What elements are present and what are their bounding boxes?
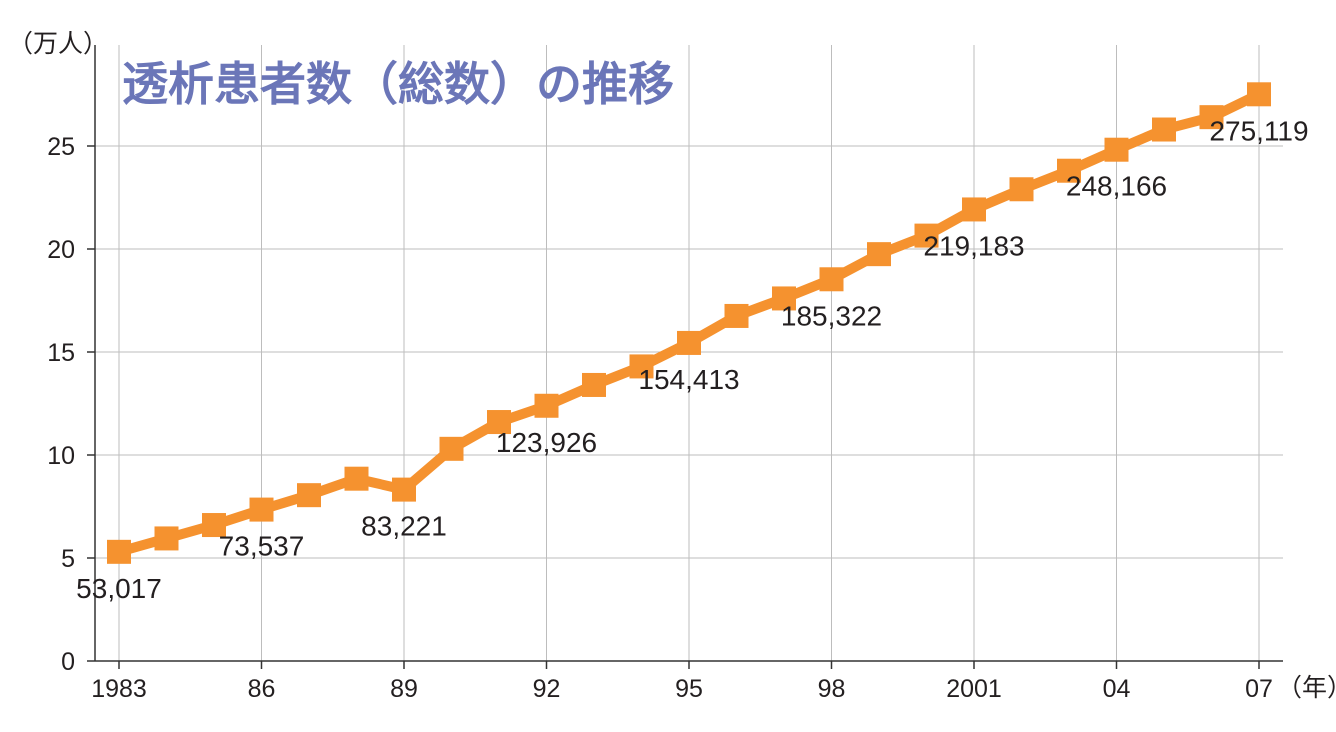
x-tick-label: 89 <box>390 675 418 703</box>
data-point-marker <box>297 483 321 508</box>
data-point-marker <box>439 436 464 461</box>
x-axis-unit-label: （年） <box>1277 674 1336 702</box>
data-label: 275,119 <box>1209 115 1308 146</box>
data-point-marker <box>534 393 559 418</box>
data-point-marker <box>772 286 796 311</box>
data-point-marker <box>1057 158 1081 183</box>
data-label: 73,537 <box>219 531 305 562</box>
x-tick-label: 86 <box>248 675 276 703</box>
data-point-marker <box>1199 105 1224 130</box>
axes <box>87 45 1283 669</box>
data-label: 185,322 <box>781 300 882 331</box>
data-point-marker <box>249 497 274 522</box>
grid <box>95 45 1283 661</box>
data-point-marker <box>724 303 749 328</box>
y-tick-label: 10 <box>47 442 75 470</box>
data-point-marker <box>819 267 844 292</box>
data-point-marker <box>629 354 654 379</box>
x-tick-label: 98 <box>818 675 846 703</box>
data-point-marker <box>582 372 606 397</box>
data-point-marker <box>962 197 986 222</box>
y-tick-label: 25 <box>47 133 75 161</box>
data-point-marker <box>867 242 891 267</box>
x-tick-label: 1983 <box>91 675 147 703</box>
data-label: 83,221 <box>361 511 447 542</box>
data-labels: 53,017 73,537 83,221 123,926 154,413 185,322 2… <box>76 115 1308 604</box>
x-tick-label: 2001 <box>946 675 1002 703</box>
data-label: 154,413 <box>638 364 739 395</box>
data-point-marker <box>202 513 226 538</box>
data-point-marker <box>154 526 179 551</box>
data-point-marker <box>914 223 939 248</box>
y-axis-unit-label: （万人） <box>8 30 108 58</box>
x-tick-label: 92 <box>533 675 561 703</box>
data-label: 248,166 <box>1066 171 1167 202</box>
x-tick-label: 04 <box>1103 675 1131 703</box>
data-point-marker <box>677 330 701 355</box>
data-point-marker <box>1104 137 1129 162</box>
data-point-marker <box>1152 117 1176 142</box>
data-point-marker <box>344 466 369 491</box>
x-tick-labels: 1983 86 89 92 95 98 2001 04 07 <box>91 675 1273 703</box>
data-label: 123,926 <box>496 427 597 458</box>
y-tick-labels: 0 5 10 15 20 25 <box>47 133 75 676</box>
data-point-marker <box>487 410 511 435</box>
data-point-marker <box>392 477 416 502</box>
data-point-marker <box>1009 177 1034 202</box>
x-tick-label: 07 <box>1245 675 1273 703</box>
chart-title: 透析患者数（総数）の推移 <box>122 57 674 111</box>
y-tick-label: 15 <box>47 339 75 367</box>
data-series <box>107 82 1271 564</box>
y-tick-label: 0 <box>61 648 75 676</box>
data-point-marker <box>107 539 131 564</box>
data-point-marker <box>1247 82 1271 107</box>
data-label: 219,183 <box>923 230 1024 261</box>
data-label: 53,017 <box>76 573 162 604</box>
y-tick-label: 5 <box>61 545 75 573</box>
x-tick-label: 95 <box>675 675 703 703</box>
y-tick-label: 20 <box>47 236 75 264</box>
